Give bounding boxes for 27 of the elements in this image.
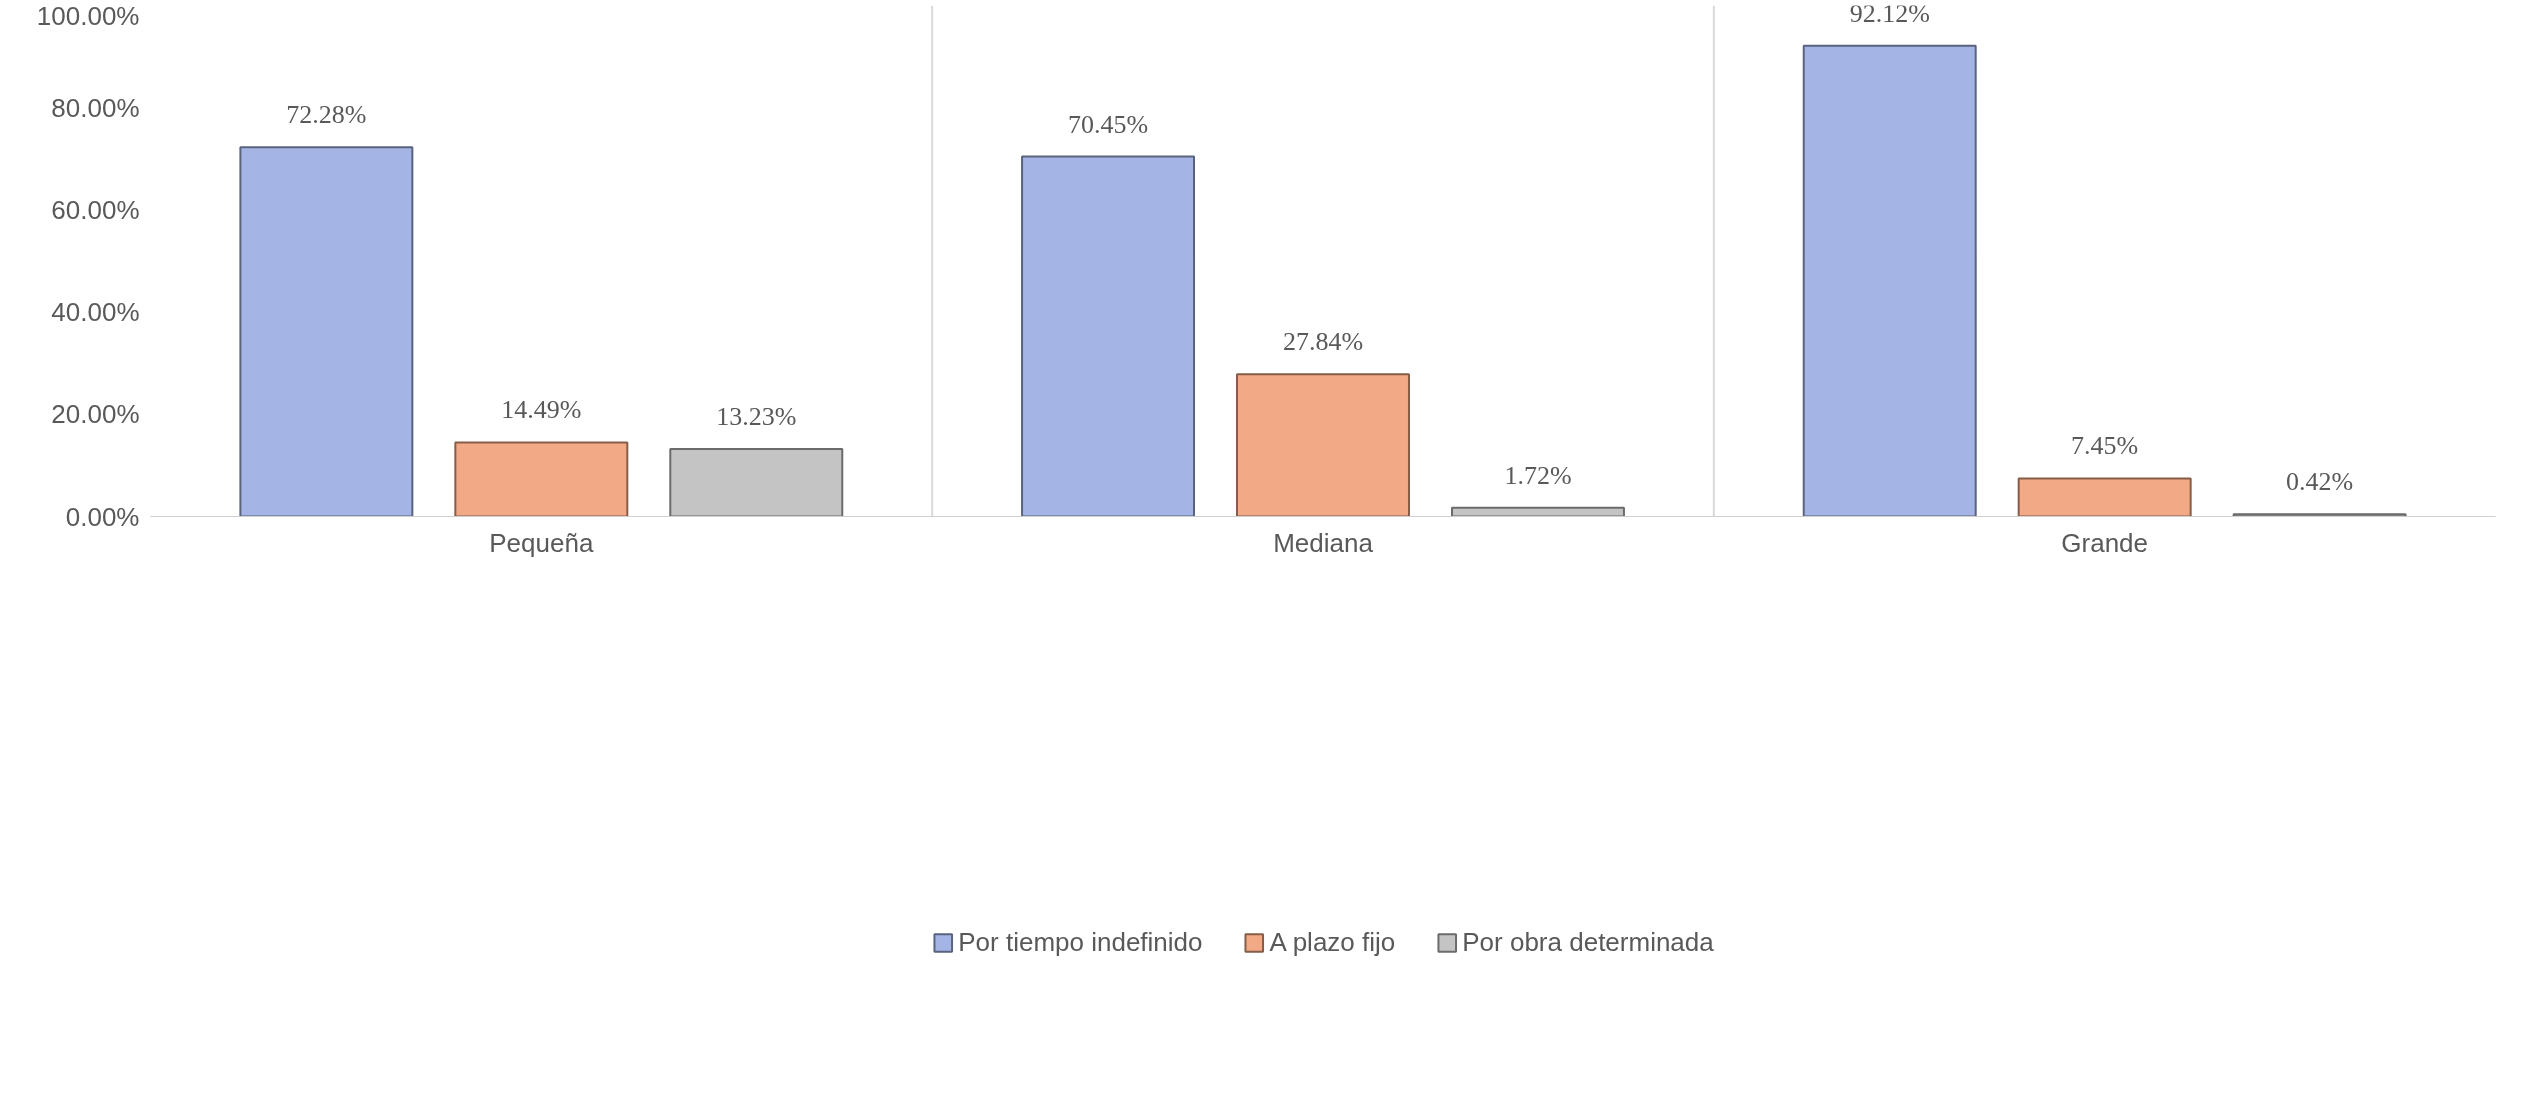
data-label: 70.45% (1067, 109, 1149, 139)
data-label: 13.23% (716, 401, 797, 431)
legend-label: A plazo fijo (1269, 926, 1396, 958)
data-label: 0.42% (2286, 467, 2354, 497)
bar (1236, 373, 1410, 517)
legend-label: Por obra determinada (1462, 926, 1714, 958)
data-label: 92.12% (1849, 0, 1930, 28)
x-tick-label: Grande (2061, 527, 2149, 558)
x-tick-label: Pequeña (489, 527, 594, 558)
bar (454, 441, 629, 517)
bar (239, 146, 414, 517)
y-tick-label: 60.00% (51, 194, 140, 225)
y-tick-label: 80.00% (51, 92, 140, 123)
y-tick-label: 0.00% (65, 501, 140, 532)
data-label: 72.28% (286, 100, 367, 130)
x-tick-label: Mediana (1273, 527, 1374, 558)
data-label: 27.84% (1282, 327, 1364, 357)
data-label: 1.72% (1504, 460, 1572, 490)
y-tick-label: 20.00% (51, 399, 140, 430)
bar (1802, 44, 1977, 517)
y-tick-label: 100.00% (36, 0, 140, 31)
legend-label: Por tiempo indefinido (958, 926, 1203, 958)
data-label: 14.49% (501, 395, 582, 425)
y-tick-label: 40.00% (51, 297, 140, 328)
bar (2017, 477, 2192, 517)
bar (1021, 155, 1196, 517)
data-label: 7.45% (2071, 431, 2139, 461)
